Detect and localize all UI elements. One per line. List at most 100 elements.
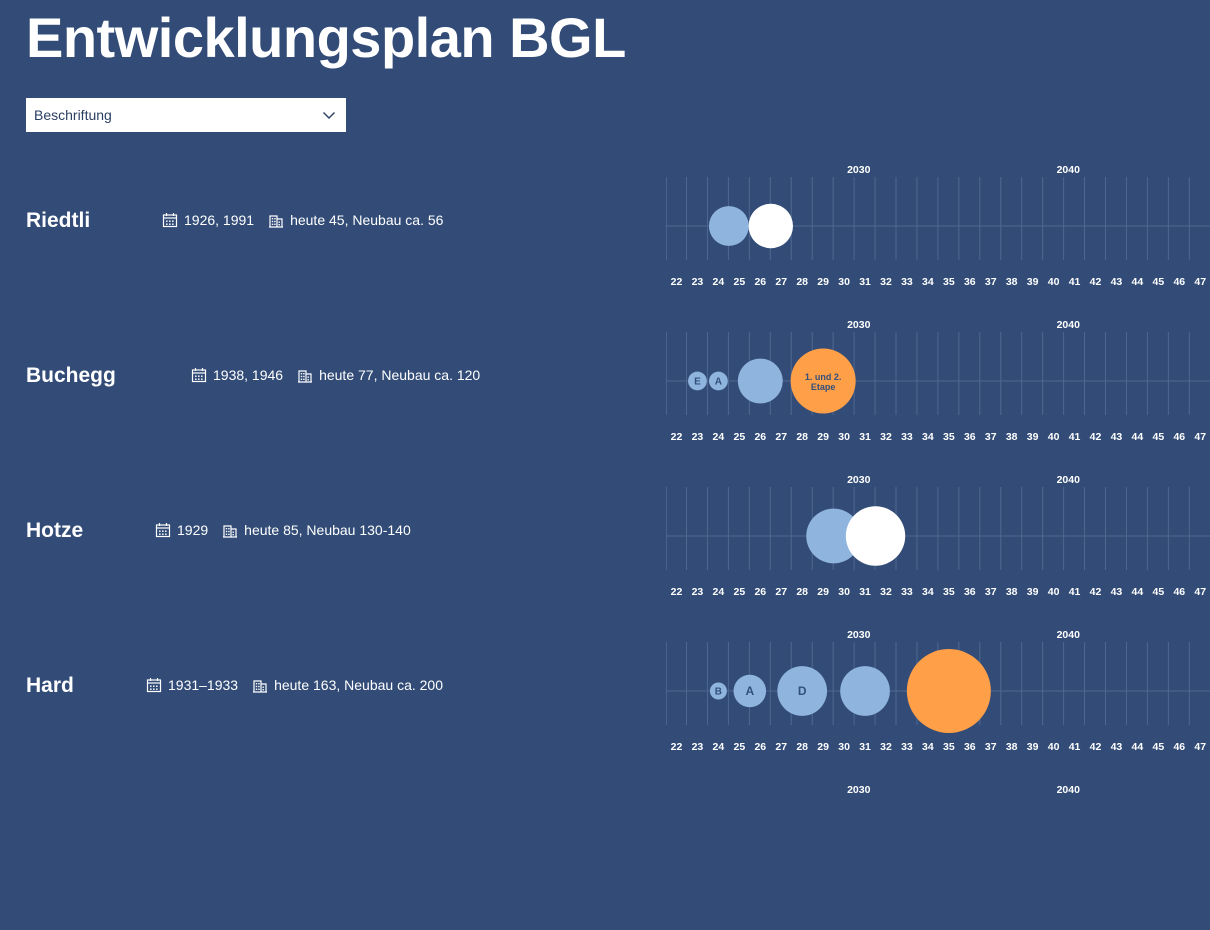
- tick-label: 23: [692, 276, 704, 288]
- tick-label: 39: [1027, 741, 1039, 753]
- decade-label: 2040: [1057, 629, 1081, 641]
- tick-label: 30: [838, 586, 850, 598]
- project-bubble: [708, 206, 749, 246]
- tick-label: 29: [817, 276, 829, 288]
- tick-label: 47: [1194, 276, 1206, 288]
- decade-label: 2030: [847, 319, 871, 331]
- tick-label: 33: [901, 586, 913, 598]
- tick-label: 35: [943, 276, 955, 288]
- calendar-icon: [146, 678, 162, 693]
- bubble-label: Etape: [811, 382, 836, 392]
- settlement-row-partial: 202020302040: [0, 775, 1210, 930]
- timeline-chart: 2020203020402223242526272829303132333435…: [666, 465, 1210, 620]
- tick-label: 26: [754, 431, 766, 443]
- decade-label: 2040: [1057, 164, 1081, 176]
- label-mode-dropdown[interactable]: Beschriftung: [26, 98, 346, 132]
- calendar-icon: [191, 368, 207, 383]
- building-icon: [298, 370, 313, 383]
- tick-label: 22: [671, 586, 683, 598]
- tick-label: 23: [692, 586, 704, 598]
- project-bubble: [790, 348, 856, 414]
- tick-label: 27: [775, 741, 787, 753]
- settlement-name: Buchegg: [26, 364, 116, 387]
- project-bubble: [737, 358, 783, 404]
- timeline-svg: 2020203020402223242526272829303132333435…: [666, 319, 1210, 443]
- tick-label: 23: [692, 741, 704, 753]
- decade-label: 2030: [847, 474, 871, 486]
- chevron-down-icon: [323, 112, 335, 119]
- tick-label: 44: [1132, 586, 1144, 598]
- tick-label: 25: [734, 586, 746, 598]
- tick-label: 34: [922, 741, 934, 753]
- tick-label: 38: [1006, 276, 1018, 288]
- calendar-icon: [155, 523, 171, 538]
- timeline-chart: 2020203020402223242526272829303132333435…: [666, 155, 1210, 310]
- tick-label: 37: [985, 276, 997, 288]
- construction-years: 1926, 1991: [184, 212, 255, 228]
- construction-years: 1938, 1946: [213, 367, 284, 383]
- tick-label: 32: [880, 586, 892, 598]
- tick-label: 28: [796, 276, 808, 288]
- tick-label: 34: [922, 276, 934, 288]
- decade-label: 2030: [847, 784, 871, 796]
- tick-label: 47: [1194, 431, 1206, 443]
- tick-label: 36: [964, 741, 976, 753]
- settlement-meta: 1938, 1946 heute 77, Neubau ca. 120: [191, 367, 480, 383]
- tick-label: 39: [1027, 586, 1039, 598]
- project-bubble: [733, 674, 767, 708]
- dropdown-selected-value: Beschriftung: [34, 107, 112, 123]
- tick-label: 25: [734, 741, 746, 753]
- tick-label: 43: [1111, 741, 1123, 753]
- tick-label: 36: [964, 431, 976, 443]
- tick-label: 41: [1069, 586, 1081, 598]
- tick-label: 28: [796, 431, 808, 443]
- construction-years: 1929: [177, 522, 209, 538]
- tick-label: 33: [901, 431, 913, 443]
- tick-label: 46: [1173, 431, 1185, 443]
- tick-label: 43: [1111, 586, 1123, 598]
- bubble-label: D: [798, 684, 807, 698]
- tick-label: 22: [671, 276, 683, 288]
- tick-label: 30: [838, 431, 850, 443]
- tick-label: 40: [1048, 741, 1060, 753]
- tick-label: 38: [1006, 431, 1018, 443]
- tick-label: 44: [1132, 431, 1144, 443]
- tick-label: 27: [775, 276, 787, 288]
- page-title: Entwicklungsplan BGL: [26, 6, 626, 69]
- tick-label: 30: [838, 741, 850, 753]
- building-icon: [269, 215, 284, 228]
- tick-label: 37: [985, 431, 997, 443]
- project-bubble: [845, 506, 906, 566]
- tick-label: 45: [1153, 431, 1165, 443]
- tick-label: 29: [817, 431, 829, 443]
- tick-label: 26: [754, 276, 766, 288]
- tick-label: 31: [859, 276, 871, 288]
- tick-label: 31: [859, 586, 871, 598]
- timeline-svg: 2020203020402223242526272829303132333435…: [666, 474, 1210, 598]
- tick-label: 26: [754, 741, 766, 753]
- tick-label: 42: [1090, 431, 1102, 443]
- unit-count: heute 45, Neubau ca. 56: [290, 212, 444, 228]
- tick-label: 23: [692, 431, 704, 443]
- tick-label: 46: [1173, 276, 1185, 288]
- tick-label: 24: [713, 276, 725, 288]
- timeline-svg: 2020203020402223242526272829303132333435…: [666, 164, 1210, 288]
- timeline-svg: 202020302040: [847, 784, 1080, 796]
- tick-label: 25: [734, 431, 746, 443]
- tick-label: 28: [796, 741, 808, 753]
- tick-label: 45: [1153, 741, 1165, 753]
- tick-label: 22: [671, 741, 683, 753]
- project-bubble: [906, 649, 991, 733]
- settlement-row: Buchegg 1938, 1946 heute 77, Neubau ca. 12…: [0, 310, 1210, 465]
- settlement-row: Hard 1931–1933 heute 163, Neubau ca. 200 20…: [0, 620, 1210, 775]
- tick-label: 43: [1111, 276, 1123, 288]
- tick-label: 30: [838, 276, 850, 288]
- tick-label: 36: [964, 586, 976, 598]
- decade-label: 2030: [847, 164, 871, 176]
- tick-label: 24: [713, 586, 725, 598]
- bubble-label: A: [715, 377, 722, 388]
- tick-label: 39: [1027, 431, 1039, 443]
- tick-label: 36: [964, 276, 976, 288]
- tick-label: 33: [901, 276, 913, 288]
- project-bubble: [777, 666, 828, 716]
